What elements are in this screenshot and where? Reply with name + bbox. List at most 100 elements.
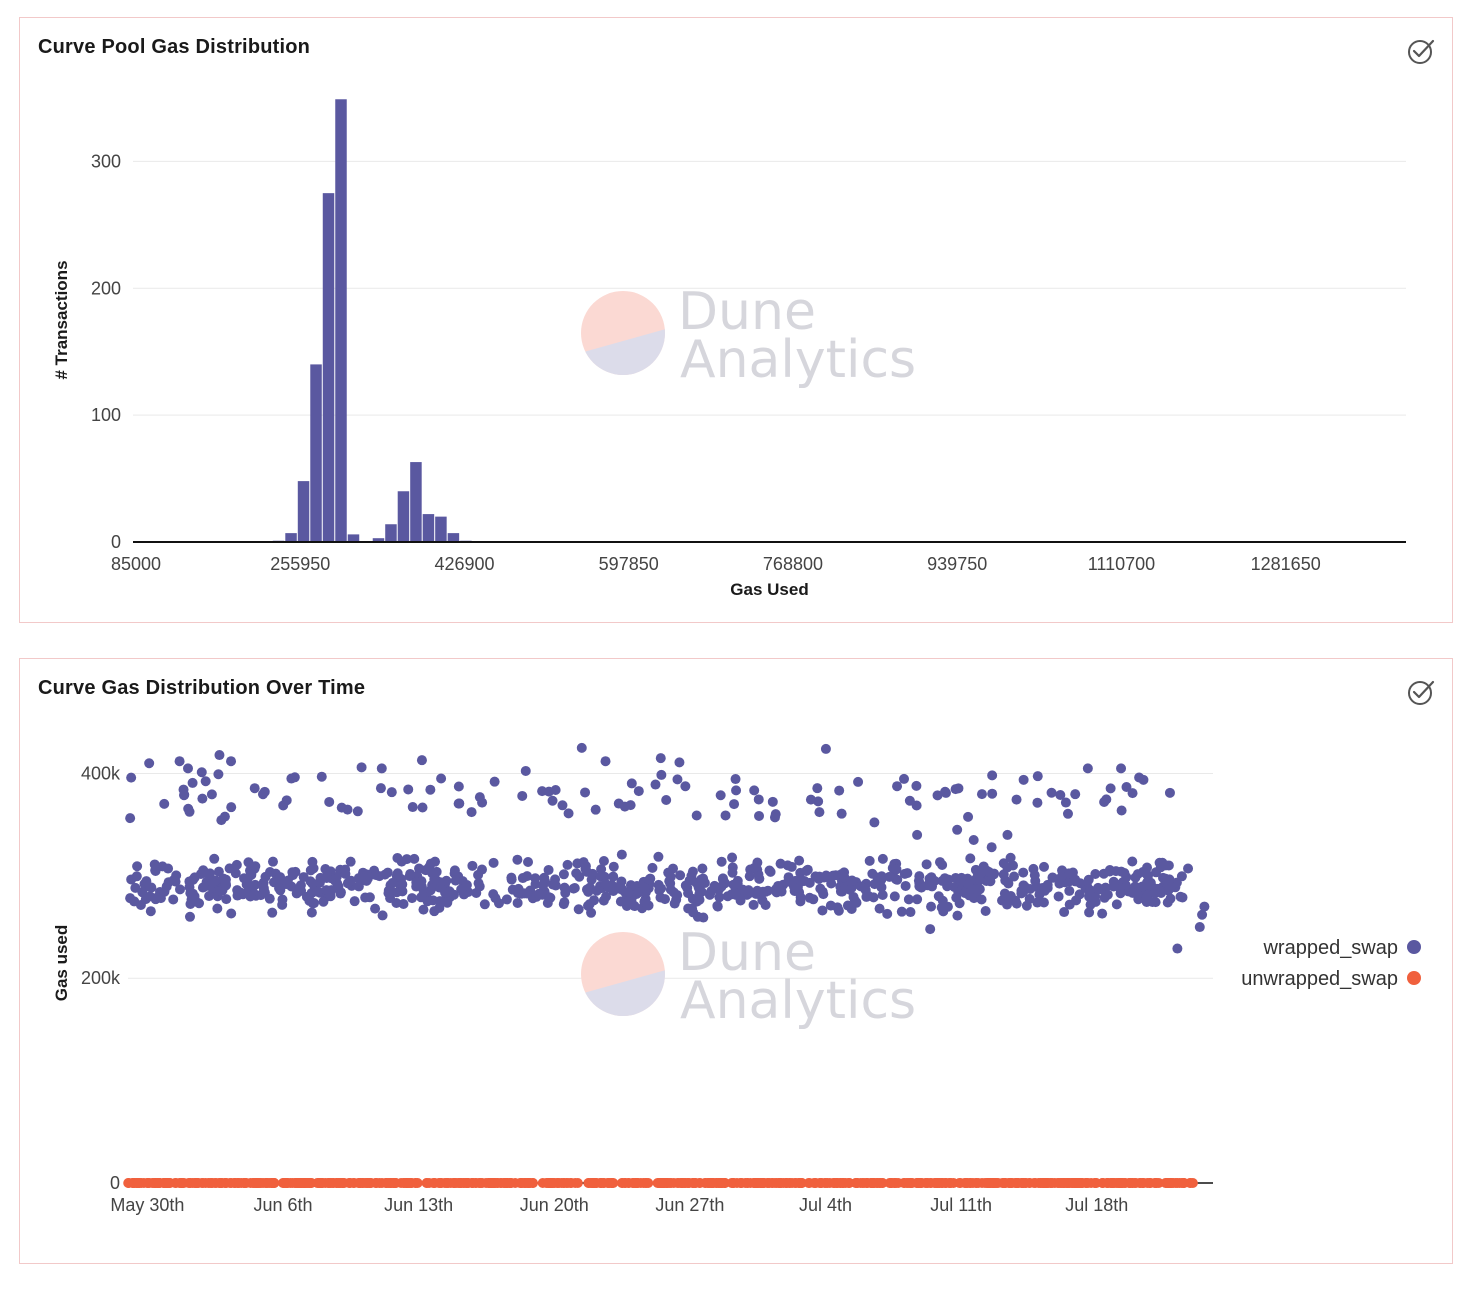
data-point-wrapped-swap bbox=[892, 781, 903, 792]
data-point-wrapped-swap bbox=[135, 900, 146, 911]
data-point-wrapped-swap bbox=[596, 864, 607, 875]
data-point-wrapped-swap bbox=[387, 877, 398, 888]
data-point-wrapped-swap bbox=[159, 798, 170, 809]
y-tick-label: 200k bbox=[81, 968, 121, 988]
data-point-wrapped-swap bbox=[659, 894, 670, 905]
data-point-wrapped-swap bbox=[672, 774, 683, 785]
data-point-unwrapped-swap bbox=[355, 1178, 366, 1188]
data-point-unwrapped-swap bbox=[547, 1178, 558, 1188]
data-point-wrapped-swap bbox=[493, 898, 504, 909]
data-point-wrapped-swap bbox=[653, 879, 664, 890]
data-point-unwrapped-swap bbox=[123, 1178, 134, 1188]
data-point-wrapped-swap bbox=[1116, 805, 1127, 816]
data-point-wrapped-swap bbox=[213, 769, 224, 780]
data-point-wrapped-swap bbox=[953, 783, 964, 794]
data-point-unwrapped-swap bbox=[200, 1178, 211, 1188]
data-point-unwrapped-swap bbox=[901, 1178, 912, 1188]
data-point-wrapped-swap bbox=[220, 874, 231, 885]
data-point-wrapped-swap bbox=[304, 895, 315, 906]
data-point-wrapped-swap bbox=[1183, 863, 1194, 874]
data-point-wrapped-swap bbox=[1002, 862, 1013, 873]
y-tick-label: 300 bbox=[91, 151, 121, 171]
data-point-wrapped-swap bbox=[543, 786, 554, 797]
data-point-wrapped-swap bbox=[911, 780, 922, 791]
data-point-wrapped-swap bbox=[221, 894, 232, 905]
data-point-wrapped-swap bbox=[335, 887, 346, 898]
data-point-wrapped-swap bbox=[1009, 871, 1020, 882]
data-point-wrapped-swap bbox=[557, 800, 568, 811]
data-point-wrapped-swap bbox=[571, 868, 582, 879]
check-circle-icon[interactable] bbox=[1406, 677, 1436, 707]
y-tick-label: 400k bbox=[81, 763, 121, 783]
data-point-wrapped-swap bbox=[132, 861, 143, 872]
data-point-wrapped-swap bbox=[842, 900, 853, 911]
data-point-wrapped-swap bbox=[436, 773, 447, 784]
data-point-wrapped-swap bbox=[786, 861, 797, 872]
data-point-wrapped-swap bbox=[688, 907, 699, 918]
data-point-unwrapped-swap bbox=[803, 1178, 814, 1188]
data-point-wrapped-swap bbox=[968, 835, 979, 846]
data-point-wrapped-swap bbox=[812, 783, 823, 794]
x-tick-label: 426900 bbox=[434, 554, 494, 574]
data-point-wrapped-swap bbox=[598, 895, 609, 906]
data-point-unwrapped-swap bbox=[940, 1178, 951, 1188]
check-circle-icon[interactable] bbox=[1406, 36, 1436, 66]
data-point-wrapped-swap bbox=[987, 770, 998, 781]
data-point-wrapped-swap bbox=[661, 794, 672, 805]
data-point-wrapped-swap bbox=[877, 853, 888, 864]
data-point-wrapped-swap bbox=[397, 879, 408, 890]
data-point-unwrapped-swap bbox=[477, 1178, 488, 1188]
data-point-wrapped-swap bbox=[775, 858, 786, 869]
data-point-wrapped-swap bbox=[1018, 867, 1029, 878]
data-point-wrapped-swap bbox=[625, 800, 636, 811]
data-point-wrapped-swap bbox=[293, 885, 304, 896]
data-point-wrapped-swap bbox=[794, 855, 805, 866]
data-point-unwrapped-swap bbox=[979, 1178, 990, 1188]
data-point-wrapped-swap bbox=[1064, 885, 1075, 896]
data-point-wrapped-swap bbox=[219, 811, 230, 822]
x-tick-label: 939750 bbox=[927, 554, 987, 574]
data-point-wrapped-swap bbox=[730, 774, 741, 785]
data-point-wrapped-swap bbox=[650, 779, 661, 790]
data-point-wrapped-swap bbox=[611, 882, 622, 893]
data-point-unwrapped-swap bbox=[630, 1178, 641, 1188]
data-point-wrapped-swap bbox=[952, 824, 963, 835]
data-point-wrapped-swap bbox=[680, 880, 691, 891]
data-point-unwrapped-swap bbox=[962, 1178, 973, 1188]
data-point-wrapped-swap bbox=[976, 789, 987, 800]
data-point-wrapped-swap bbox=[767, 796, 778, 807]
data-point-wrapped-swap bbox=[277, 899, 288, 910]
data-point-wrapped-swap bbox=[131, 871, 142, 882]
data-point-wrapped-swap bbox=[716, 856, 727, 867]
data-point-unwrapped-swap bbox=[1129, 1178, 1140, 1188]
data-point-wrapped-swap bbox=[377, 910, 388, 921]
histogram-bar bbox=[285, 533, 297, 542]
data-point-wrapped-swap bbox=[184, 876, 195, 887]
data-point-wrapped-swap bbox=[578, 857, 589, 868]
data-point-wrapped-swap bbox=[196, 767, 207, 778]
data-point-wrapped-swap bbox=[600, 756, 611, 767]
data-point-wrapped-swap bbox=[316, 771, 327, 782]
data-point-unwrapped-swap bbox=[810, 1178, 821, 1188]
data-point-wrapped-swap bbox=[1160, 874, 1171, 885]
data-point-unwrapped-swap bbox=[1176, 1178, 1187, 1188]
data-point-wrapped-swap bbox=[1101, 794, 1112, 805]
data-point-wrapped-swap bbox=[869, 817, 880, 828]
data-point-unwrapped-swap bbox=[922, 1178, 933, 1188]
x-tick-label: 768800 bbox=[763, 554, 823, 574]
data-point-wrapped-swap bbox=[1002, 899, 1013, 910]
data-point-wrapped-swap bbox=[315, 872, 326, 883]
data-point-wrapped-swap bbox=[758, 886, 769, 897]
data-point-wrapped-swap bbox=[600, 878, 611, 889]
data-point-wrapped-swap bbox=[1046, 787, 1057, 798]
data-point-wrapped-swap bbox=[397, 886, 408, 897]
data-point-wrapped-swap bbox=[1005, 852, 1016, 863]
data-point-wrapped-swap bbox=[1199, 901, 1210, 912]
data-point-wrapped-swap bbox=[543, 864, 554, 875]
data-point-wrapped-swap bbox=[900, 880, 911, 891]
data-point-wrapped-swap bbox=[1084, 887, 1095, 898]
data-point-wrapped-swap bbox=[562, 859, 573, 870]
data-point-wrapped-swap bbox=[558, 869, 569, 880]
data-point-wrapped-swap bbox=[336, 802, 347, 813]
data-point-wrapped-swap bbox=[937, 875, 948, 886]
